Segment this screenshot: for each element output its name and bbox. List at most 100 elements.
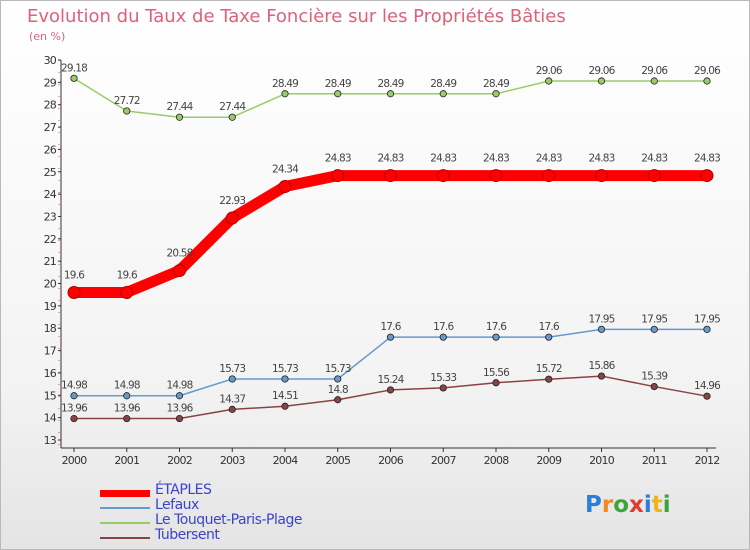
x-tick-label: 2006 [378,454,404,467]
data-point-etaples [384,169,397,183]
legend-label-lefaux: Lefaux [155,497,199,513]
data-point-lefaux [70,392,78,400]
data-point-le-touquet-paris-plage [175,113,184,121]
data-label-le-touquet-paris-plage: 29.06 [588,65,615,77]
data-label-lefaux: 17.6 [486,321,507,333]
y-tick-label: 20 [44,278,57,291]
legend-swatch-tubersent [100,537,150,539]
legend-item-tubersent: Tubersent [100,527,400,545]
logo-letter: i [643,492,652,518]
data-label-le-touquet-paris-plage: 27.44 [219,101,246,113]
legend-label-tubersent: Tubersent [155,527,220,543]
x-tick-label: 2000 [62,454,88,467]
data-point-tubersent [228,405,236,413]
y-tick-label: 21 [44,255,56,268]
y-tick-label: 29 [44,76,57,89]
data-point-etaples [542,169,556,183]
x-tick-label: 2007 [431,454,457,467]
y-tick-label: 15 [44,389,57,402]
data-point-etaples [489,169,503,183]
x-tick-label: 2004 [273,454,299,467]
x-tick-label: 2005 [325,454,351,467]
data-point-tubersent [650,382,658,391]
legend-item-le-touquet: Le Touquet-Paris-Plage [100,512,400,530]
data-point-etaples [67,285,81,299]
data-label-le-touquet-paris-plage: 28.49 [377,78,403,90]
data-point-etaples [120,285,134,299]
data-label-le-touquet-paris-plage: 27.44 [166,101,193,113]
data-label-lefaux: 17.6 [539,321,560,333]
x-tick-label: 2010 [589,454,615,467]
y-tick-label: 22 [44,233,56,246]
x-tick-label: 2012 [695,454,720,467]
logo-letter: P [585,492,602,518]
data-label-etaples: 20.58 [166,248,192,260]
data-label-tubersent: 15.86 [588,360,615,372]
data-point-lefaux [650,325,658,333]
data-label-le-touquet-paris-plage: 29.18 [61,62,87,74]
legend-swatch-lefaux [100,507,150,509]
legend-swatch-etaples [100,490,150,497]
data-label-tubersent: 15.56 [483,367,510,379]
data-point-lefaux [228,375,236,383]
data-point-le-touquet-paris-plage [597,77,606,85]
data-label-etaples: 24.83 [430,153,456,165]
data-point-lefaux [334,375,342,383]
y-tick-label: 27 [44,121,57,134]
data-label-tubersent: 15.33 [430,372,456,384]
data-label-etaples: 24.83 [483,153,509,165]
legend-swatch-le-touquet [100,522,150,524]
data-point-le-touquet-paris-plage [492,90,500,98]
data-label-tubersent: 13.96 [61,403,88,415]
x-tick-label: 2008 [484,454,510,467]
data-label-tubersent: 15.24 [377,374,404,386]
data-label-etaples: 19.6 [64,269,85,281]
data-point-tubersent [597,372,606,380]
data-point-tubersent [123,414,131,423]
data-point-etaples [436,169,450,183]
data-point-tubersent [703,392,711,400]
data-label-tubersent: 14.8 [328,384,348,396]
legend-label-etaples: ÉTAPLES [155,482,212,498]
data-label-tubersent: 14.37 [219,393,245,405]
data-point-le-touquet-paris-plage [386,90,395,98]
data-point-tubersent [281,402,289,410]
data-label-le-touquet-paris-plage: 27.72 [114,95,140,107]
data-point-lefaux [703,325,711,333]
y-tick-label: 25 [44,166,57,179]
data-label-etaples: 24.83 [694,153,720,165]
chart-title: Evolution du Taux de Taxe Foncière sur l… [27,6,566,27]
proxiti-logo: Proxiti [585,492,671,518]
y-tick-label: 23 [44,210,57,223]
data-point-tubersent [175,414,184,423]
data-point-le-touquet-paris-plage [334,90,342,98]
data-label-lefaux: 17.95 [694,313,720,325]
data-label-lefaux: 17.6 [380,321,401,333]
data-label-lefaux: 14.98 [166,380,192,392]
data-label-lefaux: 15.73 [325,363,351,375]
data-point-lefaux [439,333,447,341]
y-tick-label: 18 [44,322,57,335]
data-label-etaples: 24.83 [325,153,351,165]
logo-letter: x [629,492,644,518]
data-label-tubersent: 14.96 [694,380,721,392]
data-point-le-touquet-paris-plage [703,77,711,85]
data-point-etaples [331,169,345,183]
y-tick-label: 13 [44,434,57,447]
logo-letter: r [601,492,614,518]
data-label-le-touquet-paris-plage: 28.49 [430,78,456,90]
data-label-etaples: 24.83 [536,153,562,165]
data-label-etaples: 24.83 [377,153,403,165]
data-label-lefaux: 17.6 [433,321,454,333]
data-point-lefaux [386,333,395,341]
y-tick-label: 26 [44,143,57,156]
data-point-etaples [278,180,292,194]
data-point-etaples [225,211,239,225]
data-point-lefaux [545,333,553,341]
data-label-lefaux: 17.95 [641,313,667,325]
data-label-etaples: 24.83 [588,153,614,165]
logo-letter: o [613,492,630,518]
data-label-le-touquet-paris-plage: 29.06 [641,65,668,77]
